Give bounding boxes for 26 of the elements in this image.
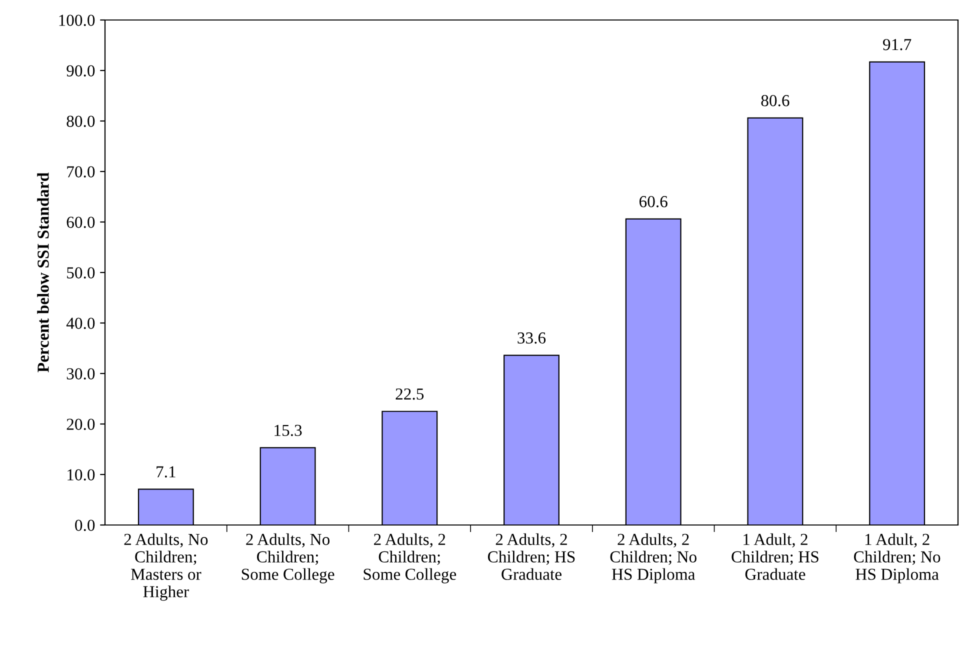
y-tick-label: 70.0 — [67, 166, 95, 178]
y-tick-label: 40.0 — [66, 318, 95, 330]
x-tick-label: 1 Adult, 2 Children; HS Graduate — [732, 533, 818, 580]
x-tick-label: 1 Adult, 2 Children; No HS Diploma — [854, 533, 940, 584]
x-tick-label: 2 Adults, 2 Children; HS Graduate — [488, 533, 575, 580]
y-tick-label: 20.0 — [66, 418, 95, 430]
data-label: 80.6 — [761, 95, 790, 106]
y-tick-label: 60.0 — [66, 216, 95, 228]
y-tick-label: 100.0 — [59, 14, 95, 26]
data-label: 22.5 — [396, 388, 424, 400]
y-tick-label: 10.0 — [68, 469, 95, 481]
y-tick-label: 0.0 — [75, 520, 95, 532]
data-label: 60.6 — [639, 196, 668, 208]
data-label: 15.3 — [274, 424, 302, 436]
y-axis-title: Percent below SSI Standard — [37, 172, 49, 372]
y-tick-label: 50.0 — [67, 267, 95, 279]
x-tick-label: 2 Adults, 2 Children; Some College — [364, 533, 456, 584]
x-tick-label: 2 Adults, 2 Children; No HS Diploma — [610, 533, 696, 584]
data-label: 33.6 — [518, 332, 546, 344]
x-tick-label: 2 Adults, No Children; Masters or Higher — [124, 533, 208, 601]
y-tick-label: 80.0 — [66, 116, 95, 128]
y-tick-label: 30.0 — [66, 368, 95, 380]
data-label: 7.1 — [156, 466, 176, 478]
x-tick-label: 2 Adults, No Children; Some College — [242, 533, 334, 584]
y-tick-label: 90.0 — [66, 65, 95, 77]
data-label: 91.7 — [883, 38, 912, 50]
